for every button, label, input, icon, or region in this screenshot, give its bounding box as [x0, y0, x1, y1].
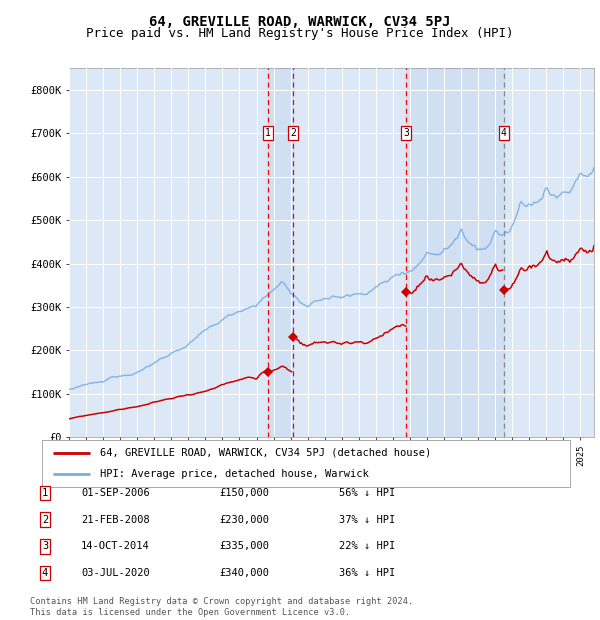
Text: 37% ↓ HPI: 37% ↓ HPI: [339, 515, 395, 525]
Text: 22% ↓ HPI: 22% ↓ HPI: [339, 541, 395, 551]
Text: 56% ↓ HPI: 56% ↓ HPI: [339, 488, 395, 498]
Text: 4: 4: [42, 568, 48, 578]
Text: £230,000: £230,000: [219, 515, 269, 525]
Text: Price paid vs. HM Land Registry's House Price Index (HPI): Price paid vs. HM Land Registry's House …: [86, 27, 514, 40]
Bar: [268, 68, 293, 437]
Text: £150,000: £150,000: [219, 488, 269, 498]
Text: 01-SEP-2006: 01-SEP-2006: [81, 488, 150, 498]
Text: 3: 3: [403, 128, 409, 138]
Text: Contains HM Land Registry data © Crown copyright and database right 2024.
This d: Contains HM Land Registry data © Crown c…: [30, 598, 413, 617]
Text: 2: 2: [42, 515, 48, 525]
Text: HPI: Average price, detached house, Warwick: HPI: Average price, detached house, Warw…: [100, 469, 369, 479]
Text: 64, GREVILLE ROAD, WARWICK, CV34 5PJ (detached house): 64, GREVILLE ROAD, WARWICK, CV34 5PJ (de…: [100, 448, 431, 458]
Text: 21-FEB-2008: 21-FEB-2008: [81, 515, 150, 525]
Text: 3: 3: [42, 541, 48, 551]
Text: 1: 1: [265, 128, 271, 138]
Text: £335,000: £335,000: [219, 541, 269, 551]
Text: 2: 2: [290, 128, 296, 138]
Text: 64, GREVILLE ROAD, WARWICK, CV34 5PJ: 64, GREVILLE ROAD, WARWICK, CV34 5PJ: [149, 16, 451, 30]
Text: £340,000: £340,000: [219, 568, 269, 578]
Text: 14-OCT-2014: 14-OCT-2014: [81, 541, 150, 551]
Text: 1: 1: [42, 488, 48, 498]
Text: 4: 4: [501, 128, 506, 138]
Text: 36% ↓ HPI: 36% ↓ HPI: [339, 568, 395, 578]
Bar: [406, 68, 503, 437]
Text: 03-JUL-2020: 03-JUL-2020: [81, 568, 150, 578]
